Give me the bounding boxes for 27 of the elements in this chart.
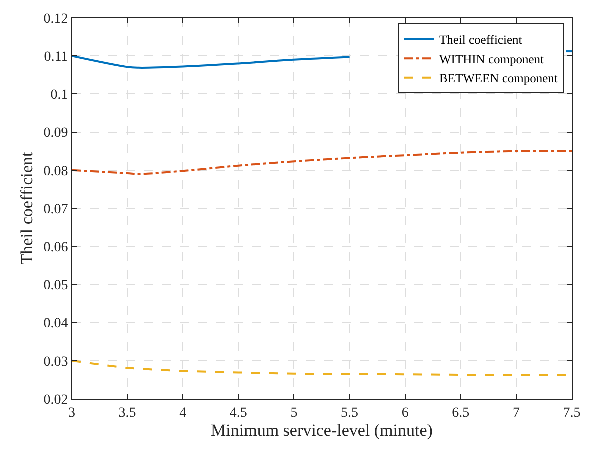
x-tick-label: 4 <box>180 406 187 421</box>
y-tick-label: 0.12 <box>44 12 68 27</box>
legend-label: BETWEEN component <box>440 72 558 86</box>
line-series <box>72 150 572 176</box>
x-tick-label: 4.5 <box>230 406 248 421</box>
y-tick-label: 0.02 <box>44 392 68 408</box>
y-tick-label: 0.03 <box>44 354 68 370</box>
x-tick-label: 7 <box>512 406 520 421</box>
x-tick-label: 7.5 <box>563 406 581 421</box>
legend-label: WITHIN component <box>440 52 545 66</box>
legend-label: Theil coefficient <box>440 33 523 48</box>
y-tick-label: 0.04 <box>44 316 68 332</box>
y-tick-label: 0.06 <box>44 240 68 256</box>
x-tick-label: 3 <box>68 406 76 421</box>
x-tick-label: 5.5 <box>341 406 359 421</box>
y-tick-label: 0.09 <box>44 126 68 142</box>
y-tick-label: 0.05 <box>44 278 68 294</box>
y-tick-label: 0.08 <box>44 164 68 180</box>
x-tick-label: 6 <box>402 406 409 421</box>
x-tick-label: 6.5 <box>452 406 470 421</box>
y-tick-label: 0.07 <box>44 202 68 218</box>
x-axis-title: Minimum service-level (minute) <box>211 421 433 440</box>
x-tick-label: 5 <box>290 406 298 421</box>
y-tick-label: 0.1 <box>50 88 68 104</box>
y-tick-label: 0.11 <box>44 50 68 65</box>
y-axis-title: Theil coefficient <box>17 152 36 265</box>
x-tick-label: 3.5 <box>118 406 136 421</box>
